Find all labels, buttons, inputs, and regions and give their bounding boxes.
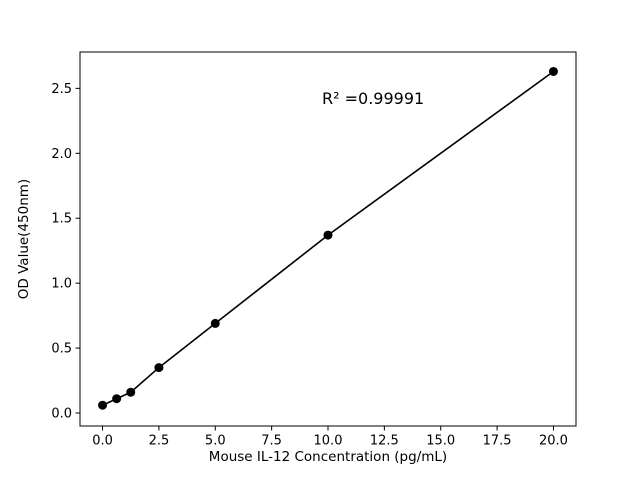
data-point <box>98 400 108 410</box>
data-point <box>210 318 220 328</box>
x-tick-label: 2.5 <box>149 434 170 449</box>
y-tick-label: 0.0 <box>51 407 72 422</box>
data-point <box>112 394 122 404</box>
y-tick-label: 2.0 <box>51 147 72 162</box>
x-tick-label: 17.5 <box>483 434 512 449</box>
r-squared-annotation: R² =0.99991 <box>322 89 424 108</box>
x-tick-label: 7.5 <box>261 434 282 449</box>
x-tick-label: 20.0 <box>539 434 568 449</box>
data-point <box>323 230 333 240</box>
y-axis-label: OD Value(450nm) <box>16 179 32 299</box>
y-tick-label: 0.5 <box>51 342 72 357</box>
x-tick-label: 0.0 <box>92 434 113 449</box>
x-axis-label: Mouse IL-12 Concentration (pg/mL) <box>209 449 447 465</box>
x-tick-label: 12.5 <box>370 434 399 449</box>
data-point <box>126 387 136 397</box>
x-tick-label: 10.0 <box>314 434 343 449</box>
x-tick-label: 5.0 <box>205 434 226 449</box>
x-tick-label: 15.0 <box>426 434 455 449</box>
y-tick-label: 1.0 <box>51 277 72 292</box>
data-point <box>154 363 164 373</box>
plot-area: 0.0 2.5 5.0 7.5 10.0 12.5 15.0 17.5 20.0 0.0 0.5 1.… <box>51 51 577 449</box>
y-tick-label: 2.5 <box>51 82 72 97</box>
y-tick-label: 1.5 <box>51 212 72 227</box>
data-point <box>548 66 558 76</box>
